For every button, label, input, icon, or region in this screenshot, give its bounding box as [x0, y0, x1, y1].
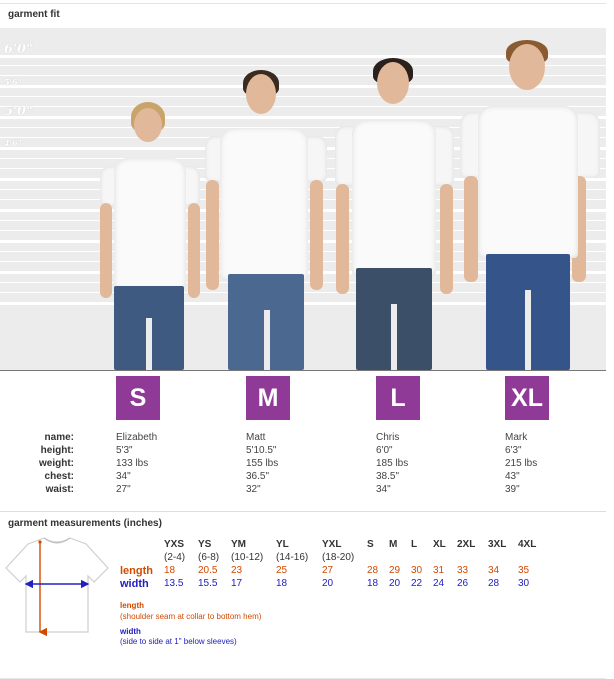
height-line: [0, 75, 606, 76]
width-value: 24: [433, 578, 445, 589]
height-line: [0, 65, 606, 66]
garment-fit-title: garment fit: [8, 9, 60, 20]
size-header: XL: [433, 539, 446, 550]
height-line: [0, 55, 606, 58]
tshirt-diagram-icon: [5, 537, 109, 637]
stat-label-waist: waist:: [45, 484, 74, 495]
length-value: 25: [276, 565, 288, 576]
size-age-range: (6-8): [198, 552, 220, 563]
size-age-range: (10-12): [231, 552, 264, 563]
model-waist: 39": [505, 484, 520, 495]
model-name: Elizabeth: [116, 432, 158, 443]
size-header: YM: [231, 539, 246, 550]
length-value: 27: [322, 565, 334, 576]
model-chest: 43": [505, 471, 520, 482]
width-value: 17: [231, 578, 243, 589]
height-line: [0, 96, 606, 97]
length-value: 28: [367, 565, 379, 576]
model-waist: 32": [246, 484, 261, 495]
size-age-range: (18-20): [322, 552, 355, 563]
length-row-label: length: [120, 565, 153, 577]
height-line: [0, 85, 606, 88]
stat-label-name: name:: [44, 432, 74, 443]
size-header: M: [389, 539, 398, 550]
height-label-6ft: 6'0": [4, 42, 33, 57]
size-header: L: [411, 539, 418, 550]
top-divider: [0, 3, 606, 4]
height-label-4ft6: 4'6": [4, 138, 22, 148]
size-header: YL: [276, 539, 289, 550]
width-row-label: width: [120, 578, 149, 590]
width-value: 30: [518, 578, 530, 589]
model-waist: 34": [376, 484, 391, 495]
model-name: Mark: [505, 432, 528, 443]
model-name: Matt: [246, 432, 266, 443]
length-value: 34: [488, 565, 500, 576]
width-value: 20: [389, 578, 401, 589]
width-value: 28: [488, 578, 500, 589]
model-height: 5'3": [116, 445, 133, 456]
width-value: 13.5: [164, 578, 184, 589]
stat-label-weight: weight:: [39, 458, 74, 469]
width-value: 15.5: [198, 578, 218, 589]
model-weight: 215 lbs: [505, 458, 538, 469]
width-value: 22: [411, 578, 423, 589]
width-value: 26: [457, 578, 469, 589]
height-line: [0, 116, 606, 119]
garment-measurements-title: garment measurements (inches): [8, 518, 162, 529]
size-badge-s: S: [116, 376, 160, 420]
model-height: 6'3": [505, 445, 522, 456]
model-chest: 36.5": [246, 471, 270, 482]
size-age-range: (14-16): [276, 552, 309, 563]
model-waist: 27": [116, 484, 131, 495]
model-height: 6'0": [376, 445, 393, 456]
stat-label-height: height:: [40, 445, 74, 456]
size-header: 3XL: [488, 539, 507, 550]
stat-label-chest: chest:: [44, 471, 74, 482]
size-badge-l: L: [376, 376, 420, 420]
length-value: 20.5: [198, 565, 218, 576]
height-label-5ft: 5'0": [4, 104, 33, 119]
model-chest: 34": [116, 471, 131, 482]
model-chest: 38.5": [376, 471, 400, 482]
size-badge-xl: XL: [505, 376, 549, 420]
size-header: YXL: [322, 539, 342, 550]
size-header: 2XL: [457, 539, 476, 550]
height-line: [0, 127, 606, 128]
model-height: 5'10.5": [246, 445, 277, 456]
size-header: YXS: [164, 539, 185, 550]
model-weight: 185 lbs: [376, 458, 409, 469]
height-label-5ft6: 5'6": [4, 77, 22, 87]
length-value: 33: [457, 565, 469, 576]
length-note-description: (shoulder seam at collar to bottom hem): [120, 612, 262, 621]
width-value: 20: [322, 578, 334, 589]
length-value: 31: [433, 565, 445, 576]
size-header: S: [367, 539, 374, 550]
length-value: 30: [411, 565, 423, 576]
length-value: 29: [389, 565, 401, 576]
width-value: 18: [367, 578, 379, 589]
model-name: Chris: [376, 432, 400, 443]
chart-floor-line: [0, 370, 606, 371]
height-line: [0, 106, 606, 107]
height-chart: 6'0" 5'6" 5'0" 4'6": [0, 28, 606, 370]
length-value: 23: [231, 565, 243, 576]
length-note-title: length: [120, 601, 144, 610]
model-weight: 133 lbs: [116, 458, 149, 469]
size-header: 4XL: [518, 539, 537, 550]
size-header: YS: [198, 539, 212, 550]
length-value: 35: [518, 565, 530, 576]
section-divider: [0, 511, 606, 512]
width-value: 18: [276, 578, 288, 589]
model-weight: 155 lbs: [246, 458, 279, 469]
length-value: 18: [164, 565, 176, 576]
width-note-description: (side to side at 1" below sleeves): [120, 637, 237, 646]
size-age-range: (2-4): [164, 552, 186, 563]
width-note-title: width: [120, 627, 141, 636]
size-badge-m: M: [246, 376, 290, 420]
